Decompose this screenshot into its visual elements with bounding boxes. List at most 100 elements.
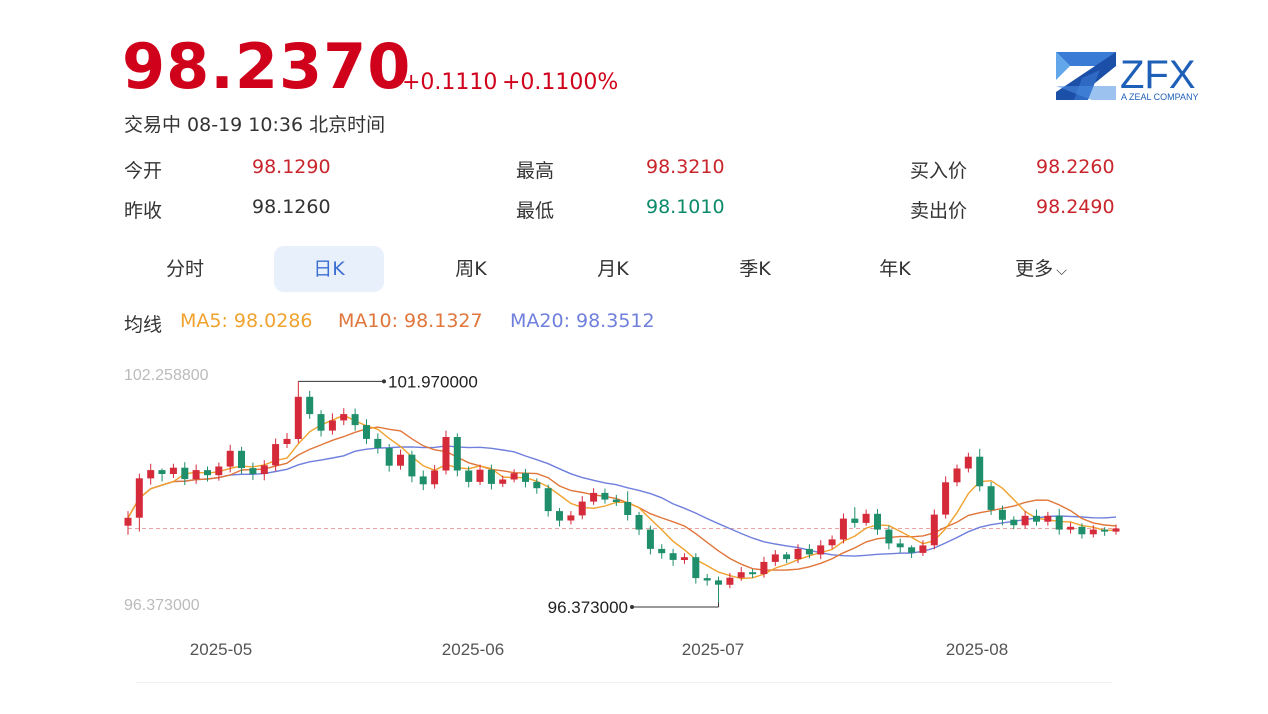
high-value: 98.3210 bbox=[646, 156, 725, 178]
trading-status: 交易中 08-19 10:36 北京时间 bbox=[124, 114, 386, 136]
low-value: 98.1010 bbox=[646, 196, 725, 218]
low-label: 最低 bbox=[516, 200, 555, 222]
candle-body bbox=[226, 450, 234, 467]
candle-body bbox=[260, 465, 268, 474]
tab-quarterly-k[interactable]: 季K bbox=[739, 258, 771, 280]
candle-body bbox=[158, 470, 166, 474]
y-tick-label-bottom: 96.373000 bbox=[124, 597, 200, 614]
candle-body bbox=[1101, 529, 1109, 532]
candle-body bbox=[169, 467, 177, 474]
candle-body bbox=[453, 437, 461, 471]
candle-body bbox=[885, 529, 893, 544]
tab-intraday[interactable]: 分时 bbox=[165, 258, 204, 280]
candle-body bbox=[953, 468, 961, 483]
candle-body bbox=[919, 545, 927, 553]
zfx-logo: ZFX A ZEAL COMPANY bbox=[1054, 50, 1224, 102]
candle-body bbox=[1044, 515, 1052, 522]
tab-monthly-k[interactable]: 月K bbox=[597, 258, 629, 280]
logo-wordmark: ZFX bbox=[1120, 53, 1196, 97]
candle-body bbox=[442, 437, 450, 471]
candle-body bbox=[204, 470, 211, 476]
ma5-value: MA5: 98.0286 bbox=[180, 310, 313, 332]
candle-body bbox=[646, 529, 654, 549]
candle-body bbox=[601, 492, 609, 500]
candle-body bbox=[397, 454, 404, 466]
candle-body bbox=[283, 438, 291, 444]
candle-body bbox=[658, 548, 666, 554]
ma10-line bbox=[127, 426, 1117, 571]
candle-body bbox=[1010, 519, 1018, 526]
x-tick-label: 2025-07 bbox=[682, 640, 744, 659]
candle-body bbox=[499, 479, 507, 484]
candle-body bbox=[828, 539, 836, 546]
ask-value: 98.2490 bbox=[1036, 196, 1115, 218]
candle-body bbox=[783, 554, 791, 560]
candle-body bbox=[192, 470, 200, 480]
candle-body bbox=[363, 425, 370, 439]
logo-tagline: A ZEAL COMPANY bbox=[1121, 92, 1199, 102]
candle-body bbox=[135, 478, 143, 518]
candle-body bbox=[215, 466, 223, 476]
candle-body bbox=[317, 414, 325, 431]
candle-body bbox=[624, 502, 632, 515]
candle-body bbox=[749, 572, 757, 575]
candle-body bbox=[533, 481, 541, 489]
candle-body bbox=[794, 548, 802, 560]
min-annotation-label: 96.373000 bbox=[548, 598, 628, 617]
open-label: 今开 bbox=[124, 160, 163, 182]
candle-body bbox=[272, 444, 280, 466]
candle-body bbox=[680, 557, 688, 560]
chart-bottom-divider bbox=[136, 682, 1112, 683]
candle-body bbox=[487, 469, 495, 484]
candle-body bbox=[510, 473, 518, 480]
candle-body bbox=[522, 473, 529, 482]
min-annotation-dot bbox=[630, 605, 634, 609]
tab-more[interactable]: 更多 ⌵ bbox=[986, 246, 1096, 292]
candle-body bbox=[874, 513, 881, 530]
candle-body bbox=[976, 456, 984, 487]
candle-body bbox=[419, 476, 427, 485]
ma10-value: MA10: 98.1327 bbox=[338, 310, 483, 332]
candle-body bbox=[351, 414, 359, 426]
candle-body bbox=[1078, 526, 1086, 535]
candle-body bbox=[238, 450, 245, 469]
candle-body bbox=[556, 511, 563, 521]
ma-label: 均线 bbox=[124, 314, 163, 336]
candle-body bbox=[703, 578, 711, 581]
candle-body bbox=[567, 515, 575, 521]
candle-body bbox=[1089, 529, 1097, 535]
candle-body bbox=[590, 492, 598, 502]
candle-body bbox=[998, 509, 1006, 520]
x-tick-label: 2025-06 bbox=[442, 640, 504, 659]
candle-body bbox=[1112, 528, 1120, 532]
candle-body bbox=[862, 513, 870, 523]
tab-weekly-k[interactable]: 周K bbox=[455, 258, 487, 280]
candle-body bbox=[147, 470, 155, 479]
candle-body bbox=[465, 470, 473, 482]
candle-body bbox=[715, 580, 722, 585]
tab-daily-k[interactable]: 日K bbox=[274, 246, 384, 292]
candle-body bbox=[249, 468, 257, 474]
tab-yearly-k[interactable]: 年K bbox=[879, 258, 911, 280]
candle-body bbox=[760, 561, 768, 575]
chevron-down-icon: ⌵ bbox=[1056, 263, 1067, 279]
period-tabs: 分时 日K 周K 月K 季K 年K 更多 ⌵ bbox=[124, 246, 1114, 292]
candle-body bbox=[1067, 526, 1075, 530]
candle-body bbox=[692, 557, 700, 579]
candle-body bbox=[737, 572, 745, 578]
ma20-value: MA20: 98.3512 bbox=[510, 310, 655, 332]
last-price: 98.2370 bbox=[122, 30, 412, 103]
candle-body bbox=[896, 543, 904, 548]
logo-mark-icon bbox=[1056, 52, 1116, 100]
candle-body bbox=[1055, 515, 1063, 530]
ask-label: 卖出价 bbox=[910, 200, 968, 222]
max-annotation-label: 101.970000 bbox=[388, 372, 478, 391]
candle-body bbox=[771, 554, 779, 562]
candle-body bbox=[431, 470, 439, 485]
candle-body bbox=[306, 396, 314, 415]
candle-body bbox=[817, 545, 825, 555]
candle-body bbox=[374, 438, 382, 448]
tab-more-label: 更多 bbox=[1015, 258, 1054, 280]
candle-body bbox=[578, 501, 586, 516]
